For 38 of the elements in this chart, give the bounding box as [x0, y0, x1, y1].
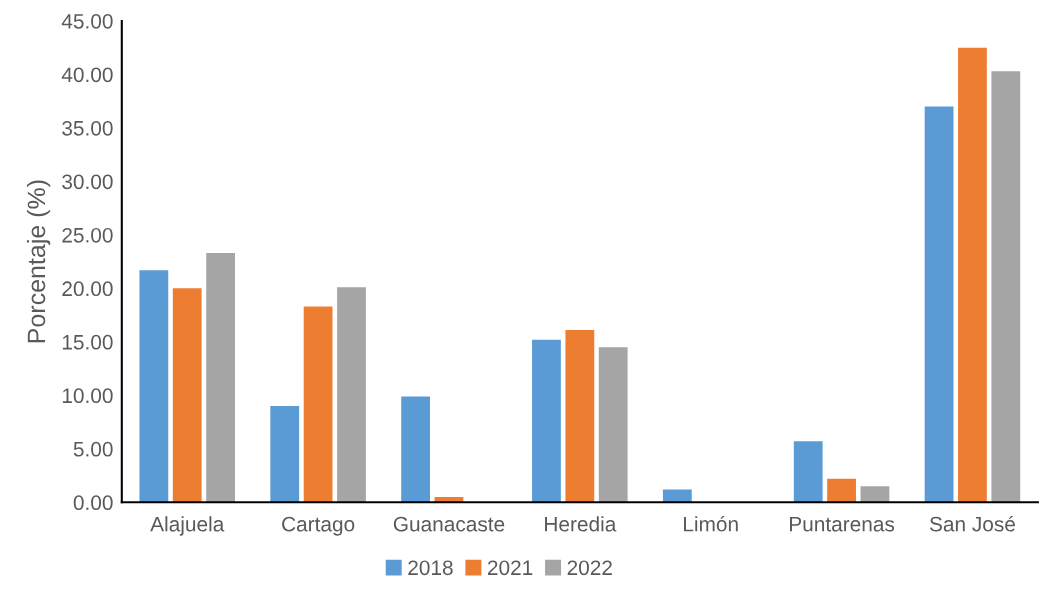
bar [598, 347, 628, 503]
bar [303, 306, 333, 503]
y-tick-label: 0.00 [73, 495, 113, 511]
y-axis-title: Porcentaje (%) [26, 180, 51, 343]
y-tick-label: 40.00 [61, 67, 113, 83]
bar [337, 287, 366, 503]
bar [565, 330, 595, 503]
y-tick-label: 30.00 [62, 174, 113, 190]
bar [958, 47, 987, 503]
y-tick-label: 35.00 [62, 120, 113, 136]
bar [139, 270, 169, 503]
bar [532, 339, 561, 503]
y-tick-label: 5.00 [73, 441, 113, 457]
bar [206, 253, 235, 503]
x-tick-label: Alajuela [150, 516, 225, 536]
bar [662, 489, 692, 503]
y-tick-label: 20.00 [62, 281, 113, 297]
x-tick-label: Cartago [282, 516, 355, 536]
bar [827, 478, 856, 503]
legend-label: 2018 [408, 560, 453, 576]
bar [860, 486, 890, 503]
bar [172, 288, 202, 503]
legend-label: 2022 [567, 560, 612, 576]
y-tick-label: 10.00 [62, 388, 113, 404]
bar [924, 106, 954, 503]
x-tick-label: Limón [684, 515, 738, 532]
y-tick-label: 45.00 [61, 13, 113, 29]
bar [991, 71, 1021, 503]
y-tick-label: 25.00 [62, 227, 113, 243]
x-tick-label: San José [929, 515, 1015, 532]
bar [401, 396, 430, 503]
y-tick-label: 15.00 [62, 334, 113, 350]
legend-label: 2021 [487, 560, 533, 576]
bar [793, 441, 823, 503]
x-tick-label: Puntarenas [790, 516, 895, 532]
bar [270, 406, 300, 503]
x-tick-label: Heredia [545, 516, 617, 532]
x-tick-label: Guanacaste [393, 516, 505, 532]
